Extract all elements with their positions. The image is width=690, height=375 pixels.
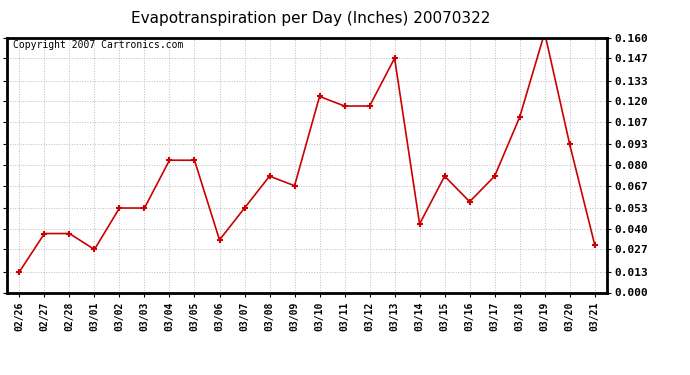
Text: Copyright 2007 Cartronics.com: Copyright 2007 Cartronics.com [13, 40, 184, 50]
Text: Evapotranspiration per Day (Inches) 20070322: Evapotranspiration per Day (Inches) 2007… [131, 11, 490, 26]
